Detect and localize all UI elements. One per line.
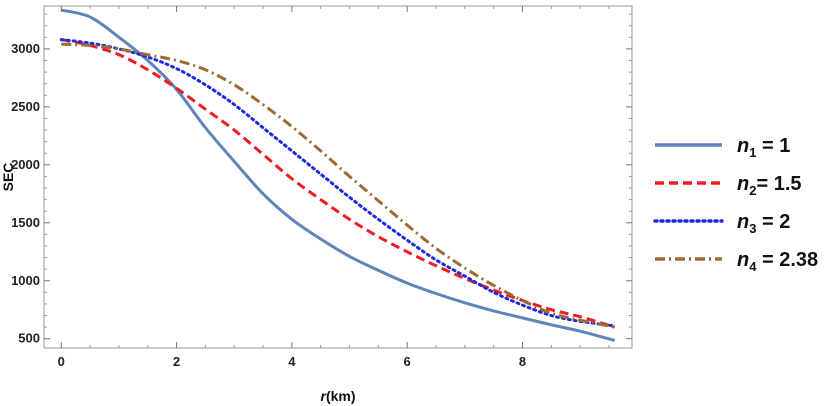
legend-label-rest: = 1 <box>756 135 790 157</box>
y-tick-label: 2000 <box>11 157 40 172</box>
x-tick-label: 4 <box>288 354 296 369</box>
legend-label-rest: = 2 <box>756 211 790 233</box>
legend-label-n4: n4 = 2.38 <box>737 249 818 274</box>
legend-label-rest: = 2.38 <box>756 249 818 271</box>
legend-label-sub: 1 <box>749 145 756 160</box>
legend-label-n2: n2= 1.5 <box>737 173 802 198</box>
x-axis-label-var: r <box>320 388 327 404</box>
y-tick-label: 3000 <box>11 41 40 56</box>
series-line-n3 <box>59 38 617 328</box>
y-tick-label: 500 <box>18 331 40 346</box>
x-tick-label: 6 <box>404 354 411 369</box>
y-tick-label: 1500 <box>11 215 40 230</box>
legend-label-sub: 2 <box>749 183 756 198</box>
x-axis-label-unit: (km) <box>326 388 356 404</box>
legend-label-var: n <box>737 173 749 195</box>
series-line-n1 <box>60 8 616 342</box>
x-tick-label: 8 <box>519 354 526 369</box>
legend-label-sub: 4 <box>749 259 757 274</box>
x-tick-label: 0 <box>58 354 65 369</box>
legend-label-n3: n3 = 2 <box>737 211 790 236</box>
y-axis-label: SEC <box>0 163 16 192</box>
x-tick-label: 2 <box>173 354 180 369</box>
legend-label-var: n <box>737 135 749 157</box>
series-line-n4 <box>61 42 616 329</box>
plot-frame <box>43 5 633 349</box>
legend-label-rest: = 1.5 <box>756 173 801 195</box>
y-tick-label: 1000 <box>11 273 40 288</box>
legend-label-n1: n1 = 1 <box>737 135 790 160</box>
legend-label-var: n <box>737 211 749 233</box>
legend-label-var: n <box>737 249 749 271</box>
legend-label-sub: 3 <box>749 221 756 236</box>
x-axis-label: r(km) <box>320 388 355 404</box>
y-tick-label: 2500 <box>11 99 40 114</box>
series-line-n2 <box>60 38 616 329</box>
